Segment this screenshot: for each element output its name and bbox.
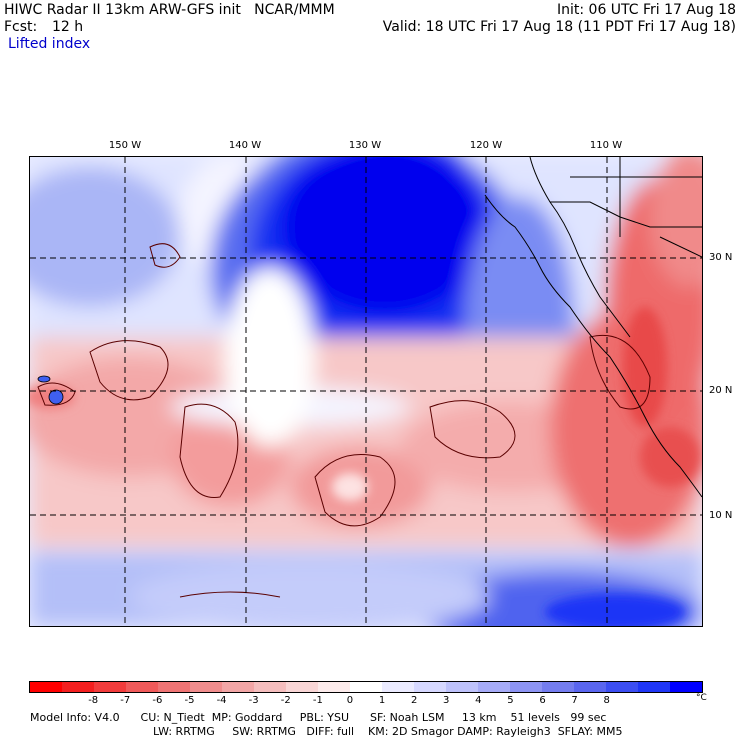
colorbar-segment xyxy=(670,682,702,692)
colorbar-segment xyxy=(94,682,126,692)
colorbar-segment xyxy=(254,682,286,692)
colorbar-tick-label: -2 xyxy=(280,695,291,706)
forecast-label: Fcst: xyxy=(4,19,38,35)
colorbar-segment xyxy=(350,682,382,692)
lat-label-10n: 10 N xyxy=(709,510,733,521)
lon-label-110w: 110 W xyxy=(589,140,623,151)
colorbar-segment xyxy=(126,682,158,692)
model-info-line2: LW: RRTMG SW: RRTMG DIFF: full KM: 2D Sm… xyxy=(153,725,623,738)
lon-label-140w: 140 W xyxy=(228,140,262,151)
plot-title: HIWC Radar II 13km ARW-GFS init NCAR/MMM xyxy=(4,2,335,18)
field-name: Lifted index xyxy=(8,36,91,52)
gridlines xyxy=(30,157,702,626)
colorbar-segment xyxy=(286,682,318,692)
colorbar-segment xyxy=(382,682,414,692)
colorbar-tick-label: -3 xyxy=(248,695,259,706)
lon-label-120w: 120 W xyxy=(469,140,503,151)
colorbar-tick-label: 5 xyxy=(507,695,514,706)
colorbar-segment xyxy=(30,682,62,692)
colorbar-tick-label: 6 xyxy=(539,695,546,706)
colorbar-segment xyxy=(446,682,478,692)
colorbar-tick-label: -4 xyxy=(216,695,227,706)
colorbar-segment xyxy=(510,682,542,692)
colorbar-segment xyxy=(414,682,446,692)
contour-lines xyxy=(37,243,651,598)
colorbar-tick-label: -1 xyxy=(312,695,323,706)
colorbar-tick-label: 3 xyxy=(443,695,450,706)
forecast-hour: 12 h xyxy=(52,19,84,35)
lifted-index-map xyxy=(29,156,703,627)
colorbar-segment xyxy=(190,682,222,692)
colorbar-segment xyxy=(318,682,350,692)
colorbar-segment xyxy=(606,682,638,692)
hawaii-islands xyxy=(37,375,64,405)
colorbar-tick-label: 4 xyxy=(475,695,482,706)
colorbar-tick-label: 7 xyxy=(571,695,578,706)
lon-label-150w: 150 W xyxy=(108,140,142,151)
lon-label-130w: 130 W xyxy=(348,140,382,151)
colorbar xyxy=(29,681,703,693)
colorbar-tick-label: 8 xyxy=(603,695,610,706)
colorbar-tick-label: -8 xyxy=(88,695,99,706)
colorbar-segment xyxy=(222,682,254,692)
coastlines xyxy=(484,157,702,498)
colorbar-segment xyxy=(542,682,574,692)
colorbar-segment xyxy=(62,682,94,692)
colorbar-tick-label: 1 xyxy=(378,695,386,706)
colorbar-segment xyxy=(638,682,670,692)
lat-label-30n: 30 N xyxy=(709,252,733,263)
colorbar-tick-label: 0 xyxy=(346,695,354,706)
colorbar-segment xyxy=(574,682,606,692)
colorbar-tick-label: -6 xyxy=(152,695,163,706)
colorbar-segment xyxy=(158,682,190,692)
valid-time: Valid: 18 UTC Fri 17 Aug 18 (11 PDT Fri … xyxy=(382,19,736,35)
colorbar-tick-label: -5 xyxy=(184,695,195,706)
init-time: Init: 06 UTC Fri 17 Aug 18 xyxy=(556,2,736,18)
colorbar-segment xyxy=(478,682,510,692)
colorbar-tick-label: -7 xyxy=(120,695,131,706)
colorbar-unit: °C xyxy=(696,693,707,703)
model-info-line1: Model Info: V4.0 CU: N_Tiedt MP: Goddard… xyxy=(30,711,607,724)
colorbar-tick-label: 2 xyxy=(410,695,418,706)
lat-label-20n: 20 N xyxy=(709,385,733,396)
